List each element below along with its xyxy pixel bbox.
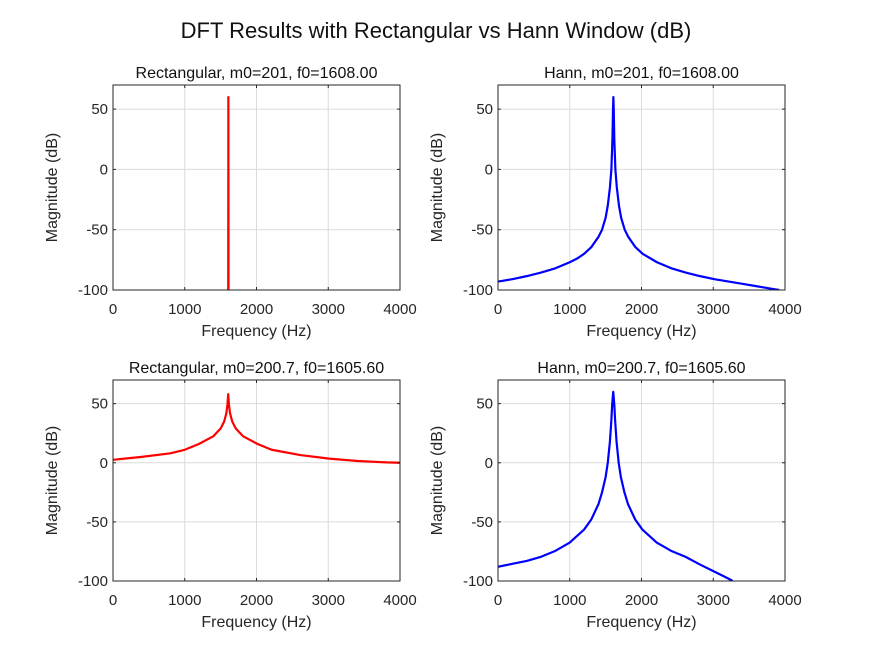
x-axis-label: Frequency (Hz) (201, 323, 311, 340)
x-tick-label: 2000 (240, 592, 273, 609)
x-tick-label: 4000 (768, 301, 801, 318)
y-tick-label: 50 (91, 396, 108, 413)
x-axis-label: Frequency (Hz) (586, 323, 696, 340)
y-tick-label: -100 (463, 282, 493, 299)
subplot-4: 0 1000 2000 3000 4000 -100 -50 0 50 Hann, m0=200.… (429, 360, 802, 631)
y-tick-label: -50 (471, 514, 493, 531)
x-tick-label: 2000 (625, 592, 658, 609)
subplot-1: 0 1000 2000 3000 4000 -100 -50 0 50 Rectangular, … (44, 65, 417, 340)
x-axis-label: Frequency (Hz) (586, 614, 696, 631)
x-tick-label: 2000 (625, 301, 658, 318)
x-tick-label: 0 (494, 301, 502, 318)
series-line (227, 95, 230, 290)
subplot-title: Hann, m0=201, f0=1608.00 (544, 65, 739, 82)
x-tick-label: 1000 (168, 592, 201, 609)
x-tick-label: 4000 (383, 301, 416, 318)
y-tick-label: 0 (485, 455, 493, 472)
series-line (498, 95, 780, 290)
y-tick-label: -100 (463, 573, 493, 590)
x-tick-label: 3000 (312, 301, 345, 318)
y-tick-label: 0 (485, 161, 493, 178)
subplot-2: 0 1000 2000 3000 4000 -100 -50 0 50 Hann, m0=201,… (429, 65, 802, 340)
series-line (498, 390, 734, 581)
y-tick-label: -100 (78, 282, 108, 299)
y-tick-label: 0 (100, 455, 108, 472)
y-tick-label: -50 (86, 222, 108, 239)
x-tick-label: 1000 (168, 301, 201, 318)
series-line (113, 393, 400, 464)
x-tick-label: 1000 (553, 592, 586, 609)
subplot-title: Rectangular, m0=200.7, f0=1605.60 (129, 360, 384, 377)
x-tick-label: 0 (494, 592, 502, 609)
y-tick-label: 50 (476, 396, 493, 413)
x-tick-label: 4000 (383, 592, 416, 609)
y-tick-label: -50 (471, 222, 493, 239)
subplot-title: Hann, m0=200.7, f0=1605.60 (537, 360, 745, 377)
y-axis-label: Magnitude (dB) (429, 133, 446, 242)
y-axis-label: Magnitude (dB) (44, 133, 61, 242)
x-tick-label: 3000 (312, 592, 345, 609)
x-tick-label: 3000 (697, 592, 730, 609)
x-axis-label: Frequency (Hz) (201, 614, 311, 631)
x-tick-label: 4000 (768, 592, 801, 609)
y-tick-label: 50 (476, 101, 493, 118)
subplot-title: Rectangular, m0=201, f0=1608.00 (136, 65, 378, 82)
x-tick-label: 3000 (697, 301, 730, 318)
y-tick-label: 50 (91, 101, 108, 118)
subplot-3: 0 1000 2000 3000 4000 -100 -50 0 50 Rectangular, … (44, 360, 417, 631)
x-tick-label: 1000 (553, 301, 586, 318)
x-tick-label: 2000 (240, 301, 273, 318)
y-axis-label: Magnitude (dB) (429, 426, 446, 535)
y-tick-label: -100 (78, 573, 108, 590)
y-tick-label: -50 (86, 514, 108, 531)
x-tick-label: 0 (109, 592, 117, 609)
figure-title: DFT Results with Rectangular vs Hann Win… (181, 18, 692, 43)
y-axis-label: Magnitude (dB) (44, 426, 61, 535)
x-tick-label: 0 (109, 301, 117, 318)
y-tick-label: 0 (100, 161, 108, 178)
